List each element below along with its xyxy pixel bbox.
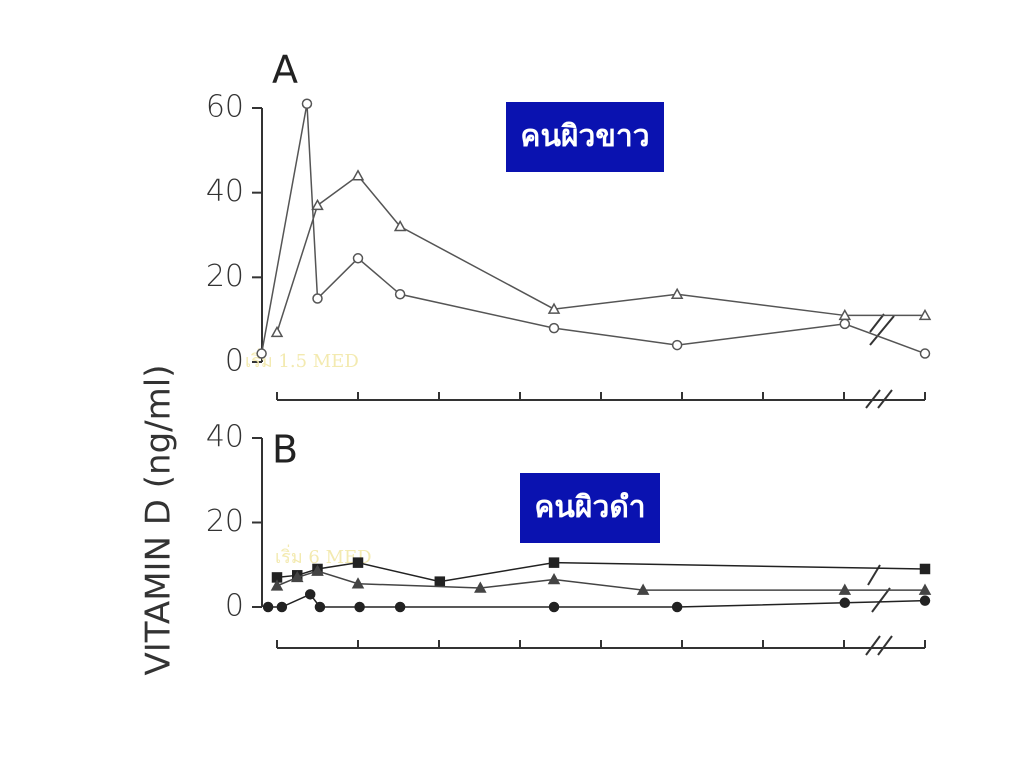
marker bbox=[393, 219, 407, 232]
marker bbox=[276, 601, 288, 613]
marker bbox=[839, 318, 851, 330]
marker bbox=[394, 601, 406, 613]
marker bbox=[548, 601, 560, 613]
series-line bbox=[276, 570, 925, 591]
y-axis-label: VITAMIN D (ng/ml) bbox=[139, 365, 179, 676]
marker bbox=[311, 198, 324, 211]
marker bbox=[919, 595, 931, 606]
marker bbox=[548, 557, 560, 568]
y-tick-label: 60 bbox=[206, 90, 244, 125]
marker bbox=[304, 589, 316, 600]
marker bbox=[474, 581, 487, 593]
marker bbox=[918, 583, 932, 595]
label-box bbox=[506, 102, 664, 172]
label-box bbox=[520, 473, 660, 543]
marker bbox=[352, 557, 364, 568]
marker bbox=[919, 563, 931, 575]
marker bbox=[547, 302, 561, 314]
y-tick-label: 0 bbox=[225, 344, 244, 379]
series-line bbox=[276, 174, 925, 333]
marker bbox=[270, 579, 284, 591]
marker bbox=[636, 583, 650, 595]
marker bbox=[262, 601, 274, 613]
y-tick-label: 20 bbox=[206, 504, 244, 539]
marker bbox=[671, 601, 683, 613]
marker bbox=[351, 169, 365, 181]
marker bbox=[434, 576, 446, 587]
y-tick-label: 0 bbox=[225, 589, 244, 624]
marker bbox=[918, 308, 932, 321]
marker bbox=[314, 601, 326, 613]
marker bbox=[839, 597, 851, 609]
marker bbox=[312, 293, 323, 304]
marker bbox=[301, 98, 313, 110]
marker bbox=[670, 287, 684, 300]
series-line bbox=[276, 561, 926, 583]
marker bbox=[256, 348, 267, 359]
series-line bbox=[268, 593, 926, 608]
y-tick-label: 40 bbox=[206, 420, 244, 455]
y-tick-label: 40 bbox=[206, 174, 244, 209]
marker bbox=[394, 289, 406, 300]
marker bbox=[547, 572, 561, 585]
marker bbox=[311, 564, 324, 576]
marker bbox=[270, 325, 284, 338]
label: คนผิวขาว bbox=[520, 119, 649, 154]
y-tick-label: 20 bbox=[206, 259, 244, 294]
axis-break bbox=[865, 313, 895, 656]
marker bbox=[351, 577, 365, 589]
marker bbox=[919, 348, 931, 359]
marker bbox=[352, 253, 364, 264]
marker bbox=[671, 339, 683, 351]
label: คนผิวดำ bbox=[534, 490, 645, 525]
panel-title: A bbox=[272, 48, 298, 92]
panel-title: B bbox=[272, 428, 298, 472]
marker bbox=[838, 583, 852, 595]
marker bbox=[548, 322, 560, 334]
marker bbox=[354, 601, 365, 613]
marker bbox=[290, 570, 304, 583]
